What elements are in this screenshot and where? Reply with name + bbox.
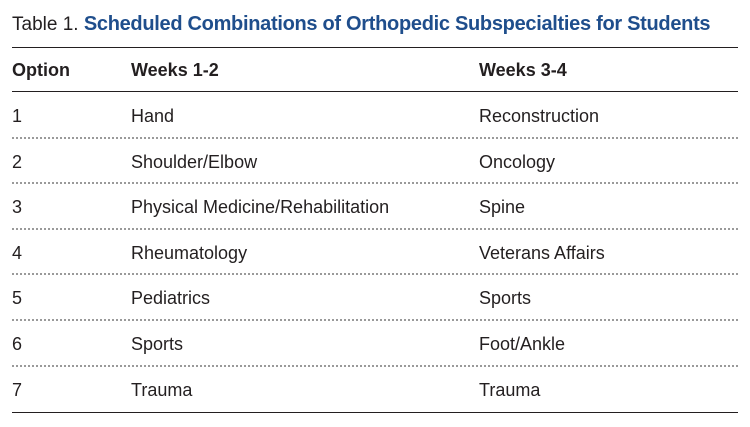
weeks-3-4-cell: Spine <box>479 197 526 218</box>
header-weeks-1-2: Weeks 1-2 <box>131 60 219 80</box>
option-cell: 6 <box>12 334 23 354</box>
weeks-1-2-cell: Sports <box>131 334 184 354</box>
header-option: Option <box>12 60 70 80</box>
header-weeks-3-4: Weeks 3-4 <box>479 60 567 80</box>
weeks-3-4-cell: Sports <box>479 288 532 309</box>
option-cell: 4 <box>12 242 23 263</box>
top-rule <box>12 47 738 48</box>
table-number: Table 1. <box>12 14 79 35</box>
table-row: 3 Physical Medicine/Rehabilitation Spine <box>12 184 738 230</box>
weeks-3-4-cell: Foot/Ankle <box>479 334 566 354</box>
weeks-1-2-cell: Physical Medicine/Rehabilitation <box>131 197 390 218</box>
option-cell: 2 <box>12 151 23 172</box>
table-row: 1 Hand Reconstruction <box>12 93 738 139</box>
table-row: 2 Shoulder/Elbow Oncology <box>12 139 738 185</box>
weeks-3-4-cell: Reconstruction <box>479 106 600 126</box>
option-cell: 1 <box>12 106 23 126</box>
option-cell: 7 <box>12 379 23 400</box>
table-row: 4 Rheumatology Veterans Affairs <box>12 230 738 276</box>
weeks-3-4-cell: Oncology <box>479 151 556 172</box>
table-title: Scheduled Combinations of Orthopedic Sub… <box>83 13 711 35</box>
table-row: 5 Pediatrics Sports <box>12 275 738 321</box>
weeks-1-2-cell: Trauma <box>131 379 193 400</box>
weeks-1-2-cell: Shoulder/Elbow <box>131 151 258 172</box>
option-cell: 5 <box>12 288 23 309</box>
table-row: 7 Trauma Trauma <box>12 367 738 413</box>
table-header: Option Weeks 1-2 Weeks 3-4 <box>0 47 750 91</box>
table-caption: Table 1. Scheduled Combinations of Ortho… <box>12 10 711 39</box>
header-rule <box>12 91 738 92</box>
weeks-3-4-cell: Trauma <box>479 379 541 400</box>
weeks-3-4-cell: Veterans Affairs <box>479 242 605 263</box>
bottom-rule <box>12 412 738 413</box>
option-cell: 3 <box>12 197 23 218</box>
table-row: 6 Sports Foot/Ankle <box>12 321 738 367</box>
weeks-1-2-cell: Rheumatology <box>131 242 248 263</box>
weeks-1-2-cell: Pediatrics <box>131 288 211 309</box>
weeks-1-2-cell: Hand <box>131 106 175 126</box>
